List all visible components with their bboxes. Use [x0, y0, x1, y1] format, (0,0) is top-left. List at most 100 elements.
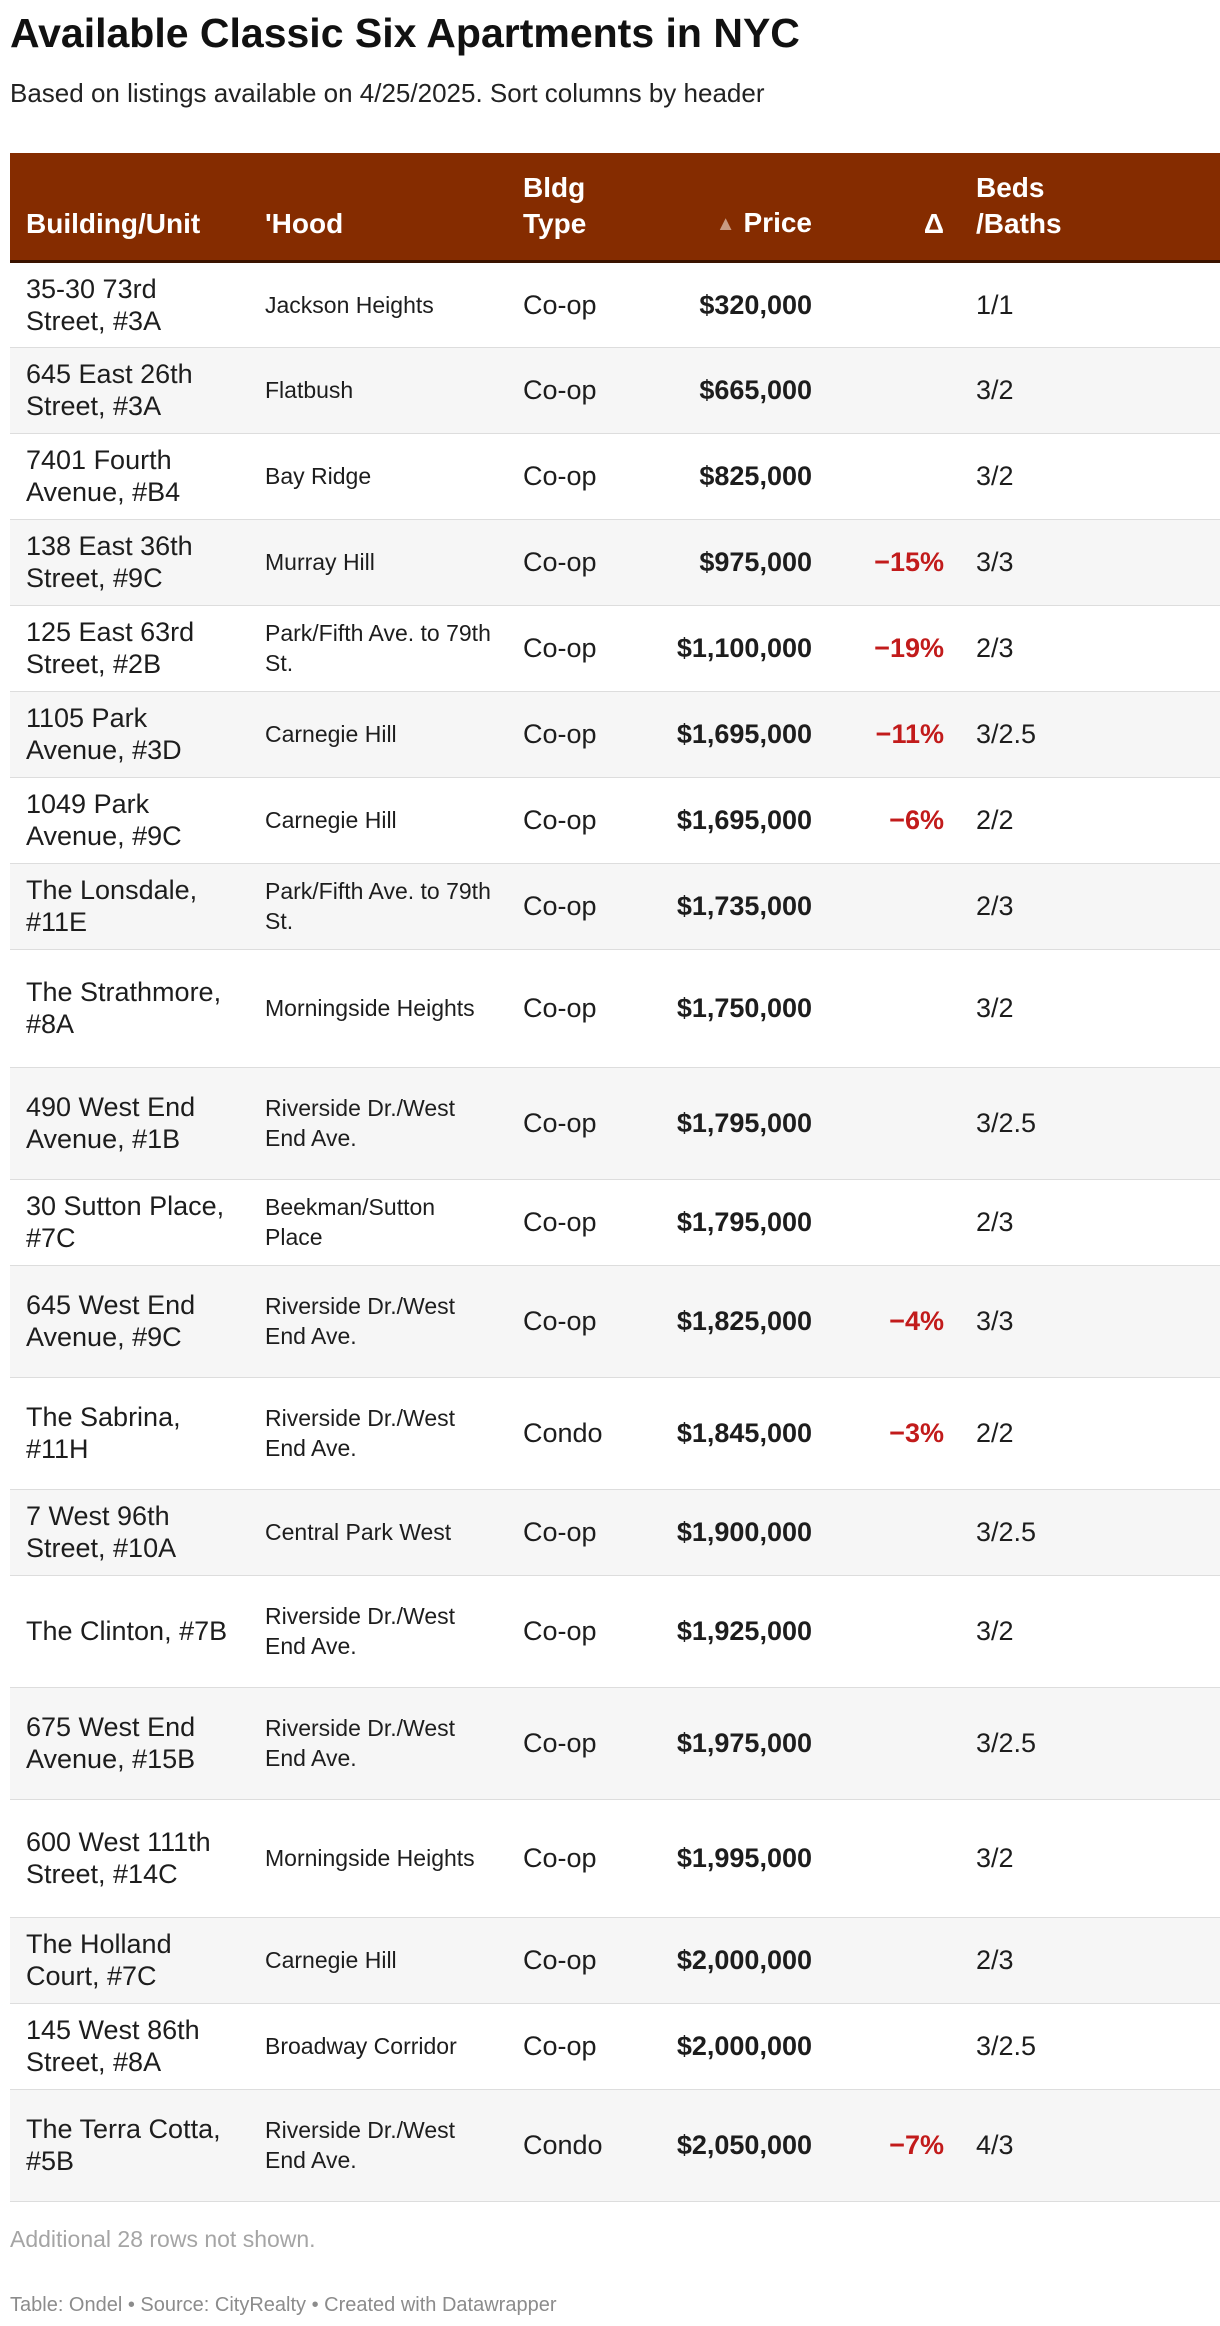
column-header-beds-baths[interactable]: Beds /Baths [960, 153, 1115, 261]
cell-sqft [1115, 261, 1220, 347]
cell-sqft [1115, 863, 1220, 949]
cell-hood: Jackson Heights [265, 291, 434, 318]
cell-delta: −11% [875, 719, 944, 749]
cell-delta [828, 949, 960, 1067]
cell-price: $2,050,000 [676, 2130, 812, 2160]
cell-beds-baths: 3/2 [976, 1843, 1014, 1873]
table-row: The Sabrina, #11H Riverside Dr./West End … [10, 1377, 1220, 1489]
cell-bldg-type: Co-op [523, 805, 597, 835]
cell-price: $975,000 [699, 547, 812, 577]
cell-building: 1049 Park Avenue, #9C [26, 789, 182, 851]
cell-price: $320,000 [699, 289, 812, 320]
cell-price: $1,795,000 [676, 1207, 812, 1237]
cell-beds-baths: 2/3 [976, 1207, 1014, 1237]
cell-building: 30 Sutton Place, #7C [26, 1191, 225, 1253]
cell-delta: −6% [889, 805, 944, 835]
cell-building: The Holland Court, #7C [26, 1929, 172, 1991]
cell-bldg-type: Co-op [523, 289, 597, 320]
cell-sqft: 1,50 [1115, 347, 1220, 433]
cell-beds-baths: 3/3 [976, 1306, 1014, 1336]
cell-hood: Bay Ridge [265, 463, 372, 489]
cell-beds-baths: 2/2 [976, 1418, 1014, 1448]
cell-sqft: 1,40 [1115, 1377, 1220, 1489]
cell-bldg-type: Co-op [523, 633, 597, 663]
cell-beds-baths: 3/2 [976, 375, 1014, 405]
table-row: 138 East 36th Street, #9C Murray Hill Co-o… [10, 519, 1220, 605]
cell-beds-baths: 3/3 [976, 547, 1014, 577]
cell-delta [828, 2003, 960, 2089]
cell-sqft [1115, 1687, 1220, 1799]
cell-bldg-type: Co-op [523, 547, 597, 577]
cell-building: 675 West End Avenue, #15B [26, 1712, 196, 1774]
cell-bldg-type: Co-op [523, 1728, 597, 1758]
table-row: 600 West 111th Street, #14C Morningside H… [10, 1799, 1220, 1917]
cell-sqft: 1,50 [1115, 1575, 1220, 1687]
cell-sqft [1115, 777, 1220, 863]
column-header-price[interactable]: ▲ Price [642, 153, 828, 261]
cell-delta: −19% [874, 633, 944, 663]
cell-delta [828, 1489, 960, 1575]
sort-ascending-icon: ▲ [715, 212, 736, 235]
cell-beds-baths: 2/3 [976, 633, 1014, 663]
cell-sqft [1115, 1067, 1220, 1179]
cell-bldg-type: Co-op [523, 1306, 597, 1336]
cell-delta [828, 347, 960, 433]
cell-price: $1,795,000 [676, 1108, 812, 1138]
cell-bldg-type: Co-op [523, 1517, 597, 1547]
cell-hood: Riverside Dr./West End Ave. [265, 1715, 456, 1771]
cell-sqft: 2,16 [1115, 1179, 1220, 1265]
table-row: 145 West 86th Street, #8A Broadway Corrid… [10, 2003, 1220, 2089]
cell-delta [828, 1799, 960, 1917]
cell-hood: Morningside Heights [265, 995, 475, 1021]
cell-price: $1,975,000 [676, 1728, 812, 1758]
cell-price: $665,000 [699, 375, 812, 405]
cell-beds-baths: 4/3 [976, 2130, 1014, 2160]
cell-sqft [1115, 949, 1220, 1067]
column-header-delta[interactable]: Δ [828, 153, 960, 261]
cell-sqft [1115, 691, 1220, 777]
cell-building: 600 West 111th Street, #14C [26, 1827, 211, 1889]
column-header-hood[interactable]: 'Hood [255, 153, 507, 261]
cell-hood: Riverside Dr./West End Ave. [265, 1603, 456, 1659]
cell-bldg-type: Co-op [523, 993, 597, 1023]
cell-delta: −4% [889, 1306, 944, 1336]
cell-price: $1,995,000 [676, 1843, 812, 1873]
cell-hood: Carnegie Hill [265, 807, 397, 833]
cell-beds-baths: 2/2 [976, 805, 1014, 835]
cell-building: 125 East 63rd Street, #2B [26, 617, 195, 679]
cell-sqft [1115, 2003, 1220, 2089]
cell-hood: Morningside Heights [265, 1845, 475, 1871]
rows-not-shown-note: Additional 28 rows not shown. [10, 2226, 316, 2252]
table-row: 1049 Park Avenue, #9C Carnegie Hill Co-op $… [10, 777, 1220, 863]
cell-hood: Carnegie Hill [265, 721, 397, 747]
cell-beds-baths: 2/3 [976, 891, 1014, 921]
cell-building: The Strathmore, #8A [26, 977, 222, 1039]
column-header-bldg-type[interactable]: Bldg Type [507, 153, 642, 261]
cell-building: The Clinton, #7B [26, 1616, 228, 1646]
column-header-sqft[interactable]: S [1115, 153, 1220, 261]
cell-hood: Park/Fifth Ave. to 79th St. [265, 620, 491, 676]
cell-sqft [1115, 1489, 1220, 1575]
cell-beds-baths: 3/2 [976, 993, 1014, 1023]
cell-bldg-type: Co-op [523, 375, 597, 405]
column-header-building[interactable]: Building/Unit [10, 153, 255, 261]
cell-building: The Terra Cotta, #5B [26, 2114, 221, 2176]
cell-delta [828, 1067, 960, 1179]
cell-beds-baths: 3/2.5 [976, 2031, 1037, 2061]
cell-beds-baths: 3/2.5 [976, 1728, 1037, 1758]
table-row: The Lonsdale, #11E Park/Fifth Ave. to 79t… [10, 863, 1220, 949]
cell-building: 35-30 73rd Street, #3A [26, 273, 162, 336]
cell-sqft: 1,30 [1115, 433, 1220, 519]
cell-delta [828, 1575, 960, 1687]
table-row: 125 East 63rd Street, #2B Park/Fifth Ave.… [10, 605, 1220, 691]
cell-sqft [1115, 519, 1220, 605]
cell-bldg-type: Co-op [523, 1108, 597, 1138]
cell-building: 145 West 86th Street, #8A [26, 2015, 200, 2077]
table-row: The Holland Court, #7C Carnegie Hill Co-op… [10, 1917, 1220, 2003]
cell-hood: Murray Hill [265, 549, 375, 575]
cell-hood: Beekman/Sutton Place [265, 1194, 436, 1250]
cell-beds-baths: 3/2.5 [976, 719, 1037, 749]
cell-bldg-type: Co-op [523, 1616, 597, 1646]
cell-hood: Riverside Dr./West End Ave. [265, 2117, 456, 2173]
cell-building: The Lonsdale, #11E [26, 875, 198, 937]
